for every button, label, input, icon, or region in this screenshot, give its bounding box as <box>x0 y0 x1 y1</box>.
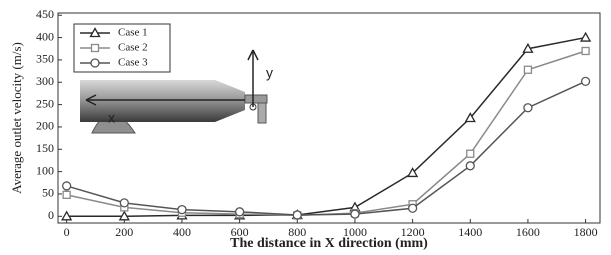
marker <box>581 33 590 41</box>
marker <box>582 77 590 85</box>
x-tick-label: 0 <box>64 225 70 239</box>
marker <box>63 182 71 190</box>
y-tick-label: 150 <box>36 141 54 155</box>
legend-label: Case 1 <box>118 27 148 39</box>
x-axis-label: The distance in X direction (mm) <box>230 236 428 251</box>
marker <box>293 211 301 219</box>
marker <box>409 204 417 212</box>
marker <box>178 206 186 214</box>
legend-marker <box>92 45 99 52</box>
marker <box>236 208 244 216</box>
x-tick-label: 1200 <box>401 225 425 239</box>
y-tick-label: 0 <box>48 208 54 222</box>
legend-marker <box>91 59 99 67</box>
chart: y x The distance in X direction (mm) Ave… <box>0 0 611 255</box>
marker <box>467 150 474 157</box>
x-tick-label: 400 <box>173 225 191 239</box>
marker <box>351 210 359 218</box>
marker <box>466 162 474 170</box>
x-tick-label: 1000 <box>343 225 367 239</box>
x-tick-label: 800 <box>288 225 306 239</box>
legend-label: Case 2 <box>118 42 148 54</box>
y-tick-label: 300 <box>36 74 54 88</box>
x-tick-label: 600 <box>231 225 249 239</box>
marker <box>120 199 128 207</box>
x-tick-label: 1400 <box>458 225 482 239</box>
y-tick-label: 250 <box>36 96 54 110</box>
x-tick-label: 200 <box>115 225 133 239</box>
marker <box>63 191 70 198</box>
axis-annotation: y <box>266 65 273 81</box>
marker <box>524 104 532 112</box>
y-tick-label: 200 <box>36 119 54 133</box>
legend-label: Case 3 <box>118 57 148 69</box>
axis-annotation: x <box>108 110 115 126</box>
y-tick-label: 350 <box>36 52 54 66</box>
y-tick-label: 400 <box>36 29 54 43</box>
marker <box>582 47 589 54</box>
x-tick-label: 1800 <box>574 225 598 239</box>
marker <box>524 66 531 73</box>
y-tick-label: 50 <box>42 186 54 200</box>
x-tick-label: 1600 <box>516 225 540 239</box>
series-line <box>67 51 586 215</box>
y-axis-label: Average outlet velocity (m/s) <box>9 42 24 194</box>
y-tick-label: 100 <box>36 163 54 177</box>
y-tick-label: 450 <box>36 7 54 21</box>
